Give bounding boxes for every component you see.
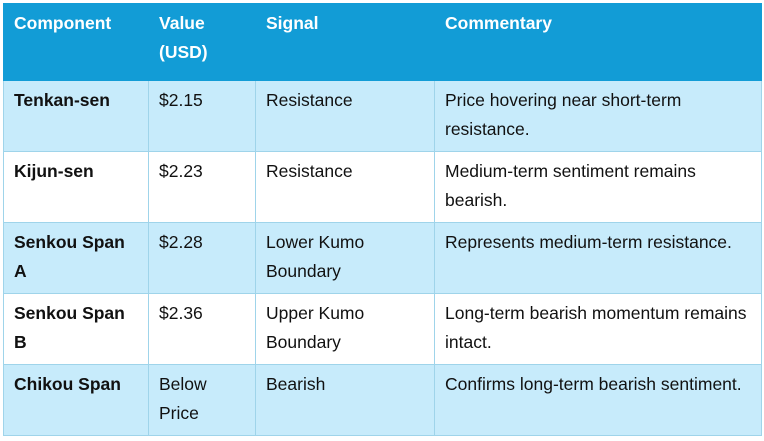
table-row: Chikou Span Below Price Bearish Confirms… [3, 364, 762, 436]
table-row: Senkou Span B $2.36 Upper Kumo Boundary … [3, 293, 762, 365]
cell-value: $2.36 [148, 293, 256, 365]
cell-signal: Lower Kumo Boundary [255, 222, 435, 294]
cell-component: Kijun-sen [3, 151, 149, 223]
header-commentary: Commentary [434, 3, 762, 81]
cell-commentary: Price hovering near short-term resistanc… [434, 80, 762, 152]
table-row: Tenkan-sen $2.15 Resistance Price hoveri… [3, 80, 762, 152]
header-signal: Signal [255, 3, 435, 81]
header-row: Component Value (USD) Signal Commentary [3, 3, 762, 81]
cell-commentary: Long-term bearish momentum remains intac… [434, 293, 762, 365]
cell-value: $2.15 [148, 80, 256, 152]
cell-value: Below Price [148, 364, 256, 436]
cell-component: Senkou Span A [3, 222, 149, 294]
table-body: Tenkan-sen $2.15 Resistance Price hoveri… [3, 80, 762, 436]
header-value-usd: Value (USD) [148, 3, 256, 81]
cell-value: $2.23 [148, 151, 256, 223]
cell-signal: Upper Kumo Boundary [255, 293, 435, 365]
cell-signal: Bearish [255, 364, 435, 436]
cell-component: Senkou Span B [3, 293, 149, 365]
cell-commentary: Medium-term sentiment remains bearish. [434, 151, 762, 223]
ichimoku-components-table: Component Value (USD) Signal Commentary … [3, 3, 762, 436]
cell-component: Tenkan-sen [3, 80, 149, 152]
cell-commentary: Confirms long-term bearish sentiment. [434, 364, 762, 436]
table-row: Senkou Span A $2.28 Lower Kumo Boundary … [3, 222, 762, 294]
cell-component: Chikou Span [3, 364, 149, 436]
cell-signal: Resistance [255, 80, 435, 152]
table-row: Kijun-sen $2.23 Resistance Medium-term s… [3, 151, 762, 223]
cell-commentary: Represents medium-term resistance. [434, 222, 762, 294]
header-component: Component [3, 3, 149, 81]
table-header: Component Value (USD) Signal Commentary [3, 3, 762, 81]
cell-value: $2.28 [148, 222, 256, 294]
cell-signal: Resistance [255, 151, 435, 223]
